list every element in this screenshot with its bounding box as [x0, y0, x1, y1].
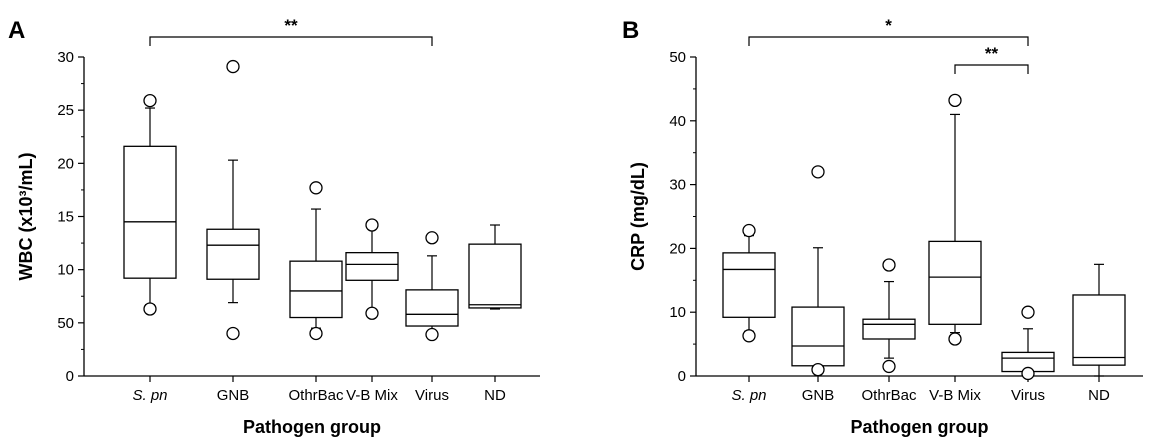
y-tick-label: 50 — [57, 315, 74, 332]
bracket-line — [748, 36, 1029, 46]
outlier-point — [226, 326, 240, 341]
significance-bracket: ** — [954, 44, 1029, 74]
y-tick-label: 20 — [57, 155, 74, 172]
x-category-label: ND — [1088, 387, 1110, 404]
y-tick-label: 10 — [669, 304, 686, 321]
box-iqr — [468, 243, 522, 309]
x-category-label: V-B Mix — [346, 387, 398, 404]
outlier-point — [742, 329, 756, 343]
x-category-label: GNB — [217, 387, 250, 404]
x-axis-title: Pathogen group — [851, 417, 989, 437]
panel-letter: B — [622, 17, 639, 44]
outlier-point — [742, 223, 756, 238]
outlier-point — [948, 332, 962, 346]
y-tick-label: 40 — [669, 113, 686, 130]
chart-panel-a: A 0 50 10 15 20 25 30 S. pn GNB OthrBac V-B Mix Viru… — [8, 16, 540, 437]
bracket-line — [149, 36, 433, 46]
box-nd — [468, 224, 522, 310]
y-tick-label: 0 — [678, 368, 686, 385]
y-tick-label: 50 — [669, 49, 686, 66]
box-iqr — [345, 252, 399, 281]
x-axis-title: Pathogen group — [243, 417, 381, 437]
box-virus — [1001, 305, 1055, 381]
box-iqr — [722, 252, 776, 318]
box-iqr — [1072, 294, 1126, 366]
outlier-point — [309, 181, 323, 195]
outlier-point — [948, 93, 962, 108]
y-tick-label: 0 — [66, 368, 74, 385]
bracket-line — [954, 64, 1029, 74]
x-category-label: OthrBac — [861, 387, 917, 404]
box-s-pn — [123, 93, 177, 316]
y-tick-label: 15 — [57, 209, 74, 226]
box-v-b-mix — [928, 93, 982, 346]
outlier-point — [365, 306, 379, 320]
box-s-pn — [722, 223, 776, 343]
box-iqr — [791, 306, 845, 367]
box-othrbac — [289, 181, 343, 341]
box-iqr — [928, 240, 982, 325]
x-category-label: ND — [484, 387, 506, 404]
outlier-point — [882, 258, 896, 272]
box-v-b-mix — [345, 218, 399, 320]
outlier-point — [1021, 305, 1035, 319]
box-iqr — [405, 289, 459, 327]
box-gnb — [206, 59, 260, 341]
y-tick-label: 10 — [57, 262, 74, 279]
significance-label: * — [885, 16, 892, 35]
outlier-point — [226, 59, 240, 74]
panel-letter: A — [8, 17, 25, 44]
x-category-label: GNB — [802, 387, 835, 404]
outlier-point — [811, 165, 825, 179]
x-category-label: Virus — [1011, 387, 1045, 404]
box-nd — [1072, 263, 1126, 377]
x-category-label: OthrBac — [288, 387, 344, 404]
outlier-point — [425, 327, 439, 342]
outlier-point — [1021, 366, 1035, 381]
y-tick-label: 30 — [669, 177, 686, 194]
outlier-point — [365, 218, 379, 232]
outlier-point — [425, 231, 439, 245]
y-tick-label: 25 — [57, 102, 74, 119]
box-othrbac — [862, 258, 916, 374]
x-category-label: S. pn — [731, 387, 766, 404]
outlier-point — [309, 326, 323, 341]
chart-panel-b: B 0 10 20 30 40 50 S. pn GNB OthrBac V-B Mix Virus N… — [622, 16, 1143, 437]
box-gnb — [791, 165, 845, 377]
significance-bracket: ** — [149, 16, 433, 46]
outlier-point — [882, 359, 896, 374]
box-virus — [405, 231, 459, 342]
y-axis-title: WBC (x10³/mL) — [16, 152, 36, 280]
x-category-label: Virus — [415, 387, 449, 404]
outlier-point — [143, 93, 157, 108]
significance-label: ** — [284, 16, 298, 35]
box-iqr — [289, 260, 343, 319]
outlier-point — [143, 302, 157, 316]
y-tick-label: 30 — [57, 49, 74, 66]
y-tick-label: 20 — [669, 240, 686, 257]
box-iqr — [123, 145, 177, 279]
y-axis-title: CRP (mg/dL) — [628, 162, 648, 271]
box-iqr — [206, 228, 260, 280]
x-category-label: V-B Mix — [929, 387, 981, 404]
significance-label: ** — [985, 44, 999, 63]
outlier-point — [811, 362, 825, 377]
x-category-label: S. pn — [132, 387, 167, 404]
box-iqr — [862, 318, 916, 340]
significance-bracket: * — [748, 16, 1029, 46]
